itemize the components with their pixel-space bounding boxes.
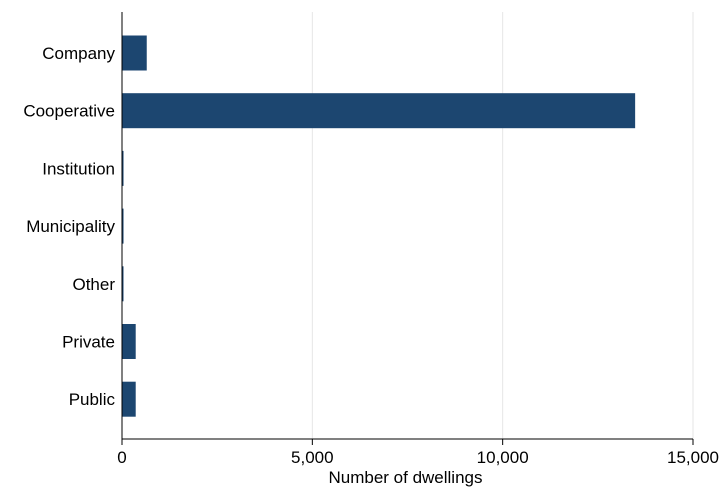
y-tick-label-private: Private xyxy=(62,333,115,352)
bar-company xyxy=(122,35,147,71)
x-tick-label: 0 xyxy=(117,448,126,467)
bar-cooperative xyxy=(122,93,636,129)
x-ticks: 0 5,000 10,000 15,000 xyxy=(117,439,719,467)
x-tick-label: 10,000 xyxy=(477,448,529,467)
bar-other xyxy=(122,266,124,302)
gridlines xyxy=(311,12,694,439)
y-tick-label-company: Company xyxy=(42,44,115,63)
bar-public xyxy=(122,381,136,417)
bar-private xyxy=(122,324,136,359)
x-axis-title: Number of dwellings xyxy=(328,468,482,487)
bar-institution xyxy=(122,150,124,186)
y-tick-label-municipality: Municipality xyxy=(26,217,115,236)
y-tick-labels: Company Cooperative Institution Municipalit… xyxy=(23,44,115,409)
y-tick-label-cooperative: Cooperative xyxy=(23,102,115,121)
bar-municipality xyxy=(122,208,124,244)
y-tick-label-other: Other xyxy=(72,275,115,294)
y-tick-label-public: Public xyxy=(69,390,116,409)
y-tick-label-institution: Institution xyxy=(42,159,115,178)
bars xyxy=(122,35,636,417)
x-tick-label: 15,000 xyxy=(667,448,719,467)
x-tick-label: 5,000 xyxy=(291,448,334,467)
